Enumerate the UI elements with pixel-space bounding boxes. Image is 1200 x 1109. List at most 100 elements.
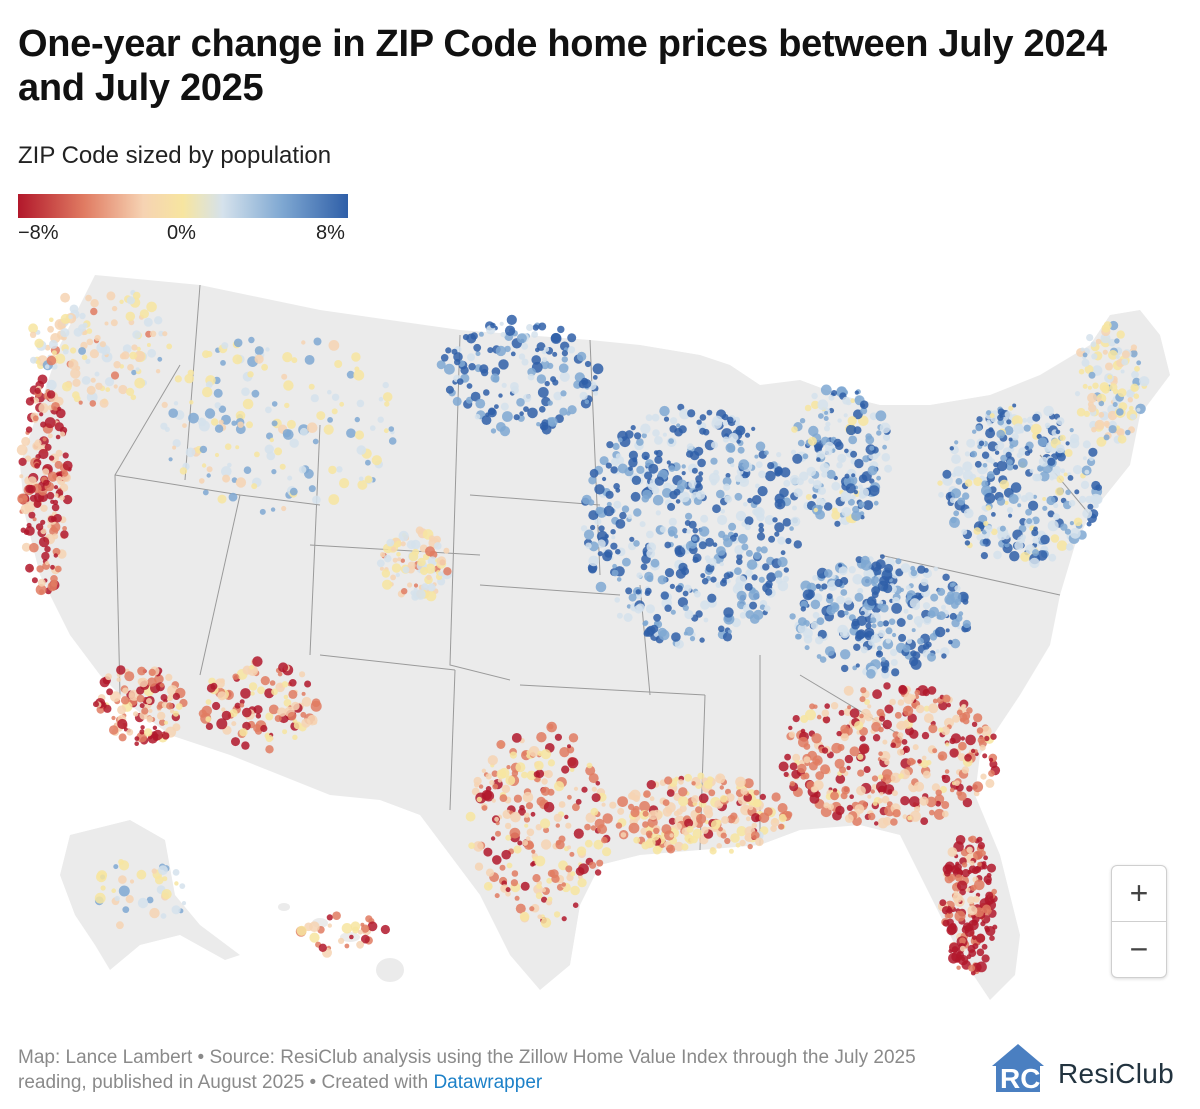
zip-dot[interactable] <box>243 466 252 474</box>
zip-dot[interactable] <box>17 493 28 505</box>
zip-dot[interactable] <box>452 396 462 406</box>
zip-dot[interactable] <box>944 717 954 728</box>
zip-dot[interactable] <box>1090 341 1097 348</box>
zip-dot[interactable] <box>937 611 946 620</box>
zip-dot[interactable] <box>356 399 365 408</box>
zip-dot[interactable] <box>1032 413 1041 422</box>
zip-dot[interactable] <box>895 558 902 565</box>
zip-dot[interactable] <box>992 924 998 930</box>
zip-dot[interactable] <box>659 405 670 417</box>
zip-dot[interactable] <box>635 589 641 595</box>
zip-dot[interactable] <box>723 607 734 618</box>
zip-dot[interactable] <box>874 821 879 826</box>
zip-dot[interactable] <box>882 444 887 450</box>
zip-dot[interactable] <box>812 611 820 619</box>
zip-dot[interactable] <box>888 618 896 625</box>
zip-dot[interactable] <box>985 778 995 788</box>
zip-dot[interactable] <box>59 431 66 437</box>
zip-dot[interactable] <box>547 723 554 730</box>
zip-dot[interactable] <box>588 510 599 521</box>
zip-dot[interactable] <box>967 905 978 916</box>
zip-dot[interactable] <box>708 789 716 797</box>
zip-dot[interactable] <box>527 373 535 381</box>
zip-dot[interactable] <box>413 583 419 588</box>
zip-dot[interactable] <box>148 668 156 676</box>
zip-dot[interactable] <box>283 699 292 707</box>
zip-dot[interactable] <box>544 380 550 387</box>
zip-dot[interactable] <box>636 438 644 446</box>
zip-dot[interactable] <box>1009 551 1020 562</box>
zip-dot[interactable] <box>382 381 389 389</box>
zip-dot[interactable] <box>775 577 783 585</box>
zip-dot[interactable] <box>37 374 48 385</box>
zip-dot[interactable] <box>839 628 850 639</box>
zip-dot[interactable] <box>942 573 950 581</box>
zip-dot[interactable] <box>231 420 237 426</box>
zip-dot[interactable] <box>125 895 134 904</box>
zip-dot[interactable] <box>121 351 130 360</box>
zip-dot[interactable] <box>237 421 244 428</box>
zip-dot[interactable] <box>86 328 93 334</box>
zip-dot[interactable] <box>869 412 878 421</box>
zip-dot[interactable] <box>902 814 908 820</box>
zip-dot[interactable] <box>692 527 699 534</box>
zip-dot[interactable] <box>937 587 946 596</box>
zip-dot[interactable] <box>513 794 523 803</box>
zip-dot[interactable] <box>675 499 681 504</box>
zip-dot[interactable] <box>966 846 973 853</box>
zip-dot[interactable] <box>734 567 742 575</box>
zip-dot[interactable] <box>683 584 692 593</box>
zip-dot[interactable] <box>154 316 163 325</box>
zip-dot[interactable] <box>1091 353 1098 360</box>
zip-dot[interactable] <box>668 438 674 444</box>
zip-dot[interactable] <box>745 549 753 557</box>
zip-dot[interactable] <box>172 869 180 876</box>
zip-dot[interactable] <box>646 549 656 558</box>
zip-dot[interactable] <box>44 417 56 429</box>
zip-dot[interactable] <box>684 773 692 782</box>
zip-dot[interactable] <box>218 405 227 413</box>
zip-dot[interactable] <box>576 351 587 362</box>
zip-dot[interactable] <box>982 463 988 468</box>
zip-dot[interactable] <box>747 843 753 850</box>
zip-dot[interactable] <box>881 657 886 662</box>
zip-dot[interactable] <box>871 721 881 732</box>
zip-dot[interactable] <box>281 681 289 688</box>
zip-dot[interactable] <box>859 735 866 742</box>
zip-dot[interactable] <box>286 419 296 429</box>
zip-dot[interactable] <box>973 527 981 535</box>
zip-dot[interactable] <box>602 813 613 824</box>
zip-dot[interactable] <box>900 563 911 573</box>
zip-dot[interactable] <box>60 313 71 324</box>
zip-dot[interactable] <box>664 541 672 549</box>
zip-dot[interactable] <box>42 437 47 442</box>
zip-dot[interactable] <box>596 530 608 542</box>
zip-dot[interactable] <box>531 355 541 365</box>
zip-dot[interactable] <box>653 613 661 622</box>
zip-dot[interactable] <box>99 677 110 688</box>
zip-dot[interactable] <box>615 453 622 459</box>
zip-dot[interactable] <box>47 325 54 333</box>
zip-dot[interactable] <box>94 371 100 377</box>
zip-dot[interactable] <box>487 755 498 766</box>
zip-dot[interactable] <box>885 638 891 644</box>
zip-dot[interactable] <box>898 773 904 779</box>
zip-dot[interactable] <box>591 786 597 792</box>
zip-dot[interactable] <box>1009 444 1014 449</box>
zip-dot[interactable] <box>54 353 66 364</box>
zip-dot[interactable] <box>848 435 858 445</box>
zip-dot[interactable] <box>134 377 146 389</box>
zip-dot[interactable] <box>1047 510 1055 518</box>
zip-dot[interactable] <box>962 797 973 808</box>
zip-dot[interactable] <box>821 583 828 590</box>
zip-dot[interactable] <box>132 330 141 339</box>
zip-dot[interactable] <box>124 671 135 682</box>
zip-dot[interactable] <box>970 748 976 754</box>
zip-dot[interactable] <box>162 331 168 337</box>
zip-dot[interactable] <box>640 563 648 571</box>
zip-dot[interactable] <box>595 506 604 515</box>
zip-dot[interactable] <box>858 501 865 508</box>
zip-dot[interactable] <box>613 500 622 509</box>
zip-dot[interactable] <box>852 574 863 585</box>
zip-dot[interactable] <box>349 934 354 940</box>
